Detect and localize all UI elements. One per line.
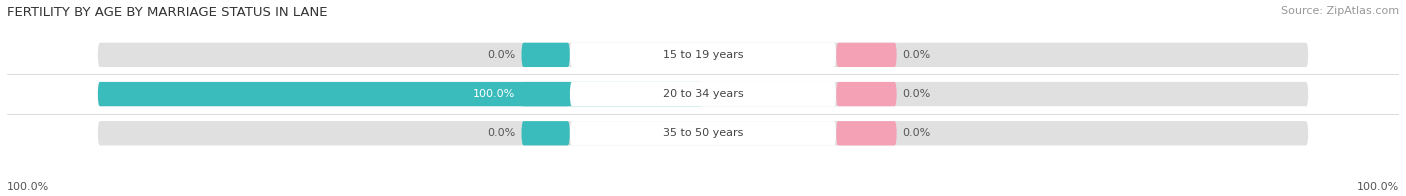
Text: 0.0%: 0.0%: [486, 128, 516, 138]
FancyBboxPatch shape: [569, 82, 837, 106]
FancyBboxPatch shape: [522, 82, 569, 106]
Text: 100.0%: 100.0%: [7, 182, 49, 192]
FancyBboxPatch shape: [522, 43, 569, 67]
Text: 0.0%: 0.0%: [903, 50, 931, 60]
FancyBboxPatch shape: [98, 82, 1308, 106]
Legend: Married, Unmarried: Married, Unmarried: [623, 193, 783, 196]
Text: 0.0%: 0.0%: [486, 50, 516, 60]
Text: 0.0%: 0.0%: [903, 89, 931, 99]
FancyBboxPatch shape: [837, 43, 897, 67]
Text: 0.0%: 0.0%: [903, 128, 931, 138]
FancyBboxPatch shape: [522, 121, 569, 145]
FancyBboxPatch shape: [569, 43, 837, 67]
Text: 20 to 34 years: 20 to 34 years: [662, 89, 744, 99]
FancyBboxPatch shape: [98, 82, 703, 106]
Text: 35 to 50 years: 35 to 50 years: [662, 128, 744, 138]
FancyBboxPatch shape: [98, 43, 1308, 67]
FancyBboxPatch shape: [569, 121, 837, 145]
Text: 100.0%: 100.0%: [1357, 182, 1399, 192]
Text: 15 to 19 years: 15 to 19 years: [662, 50, 744, 60]
FancyBboxPatch shape: [98, 121, 1308, 145]
FancyBboxPatch shape: [837, 82, 897, 106]
Text: Source: ZipAtlas.com: Source: ZipAtlas.com: [1281, 6, 1399, 16]
Text: 100.0%: 100.0%: [474, 89, 516, 99]
Text: FERTILITY BY AGE BY MARRIAGE STATUS IN LANE: FERTILITY BY AGE BY MARRIAGE STATUS IN L…: [7, 6, 328, 19]
FancyBboxPatch shape: [837, 121, 897, 145]
